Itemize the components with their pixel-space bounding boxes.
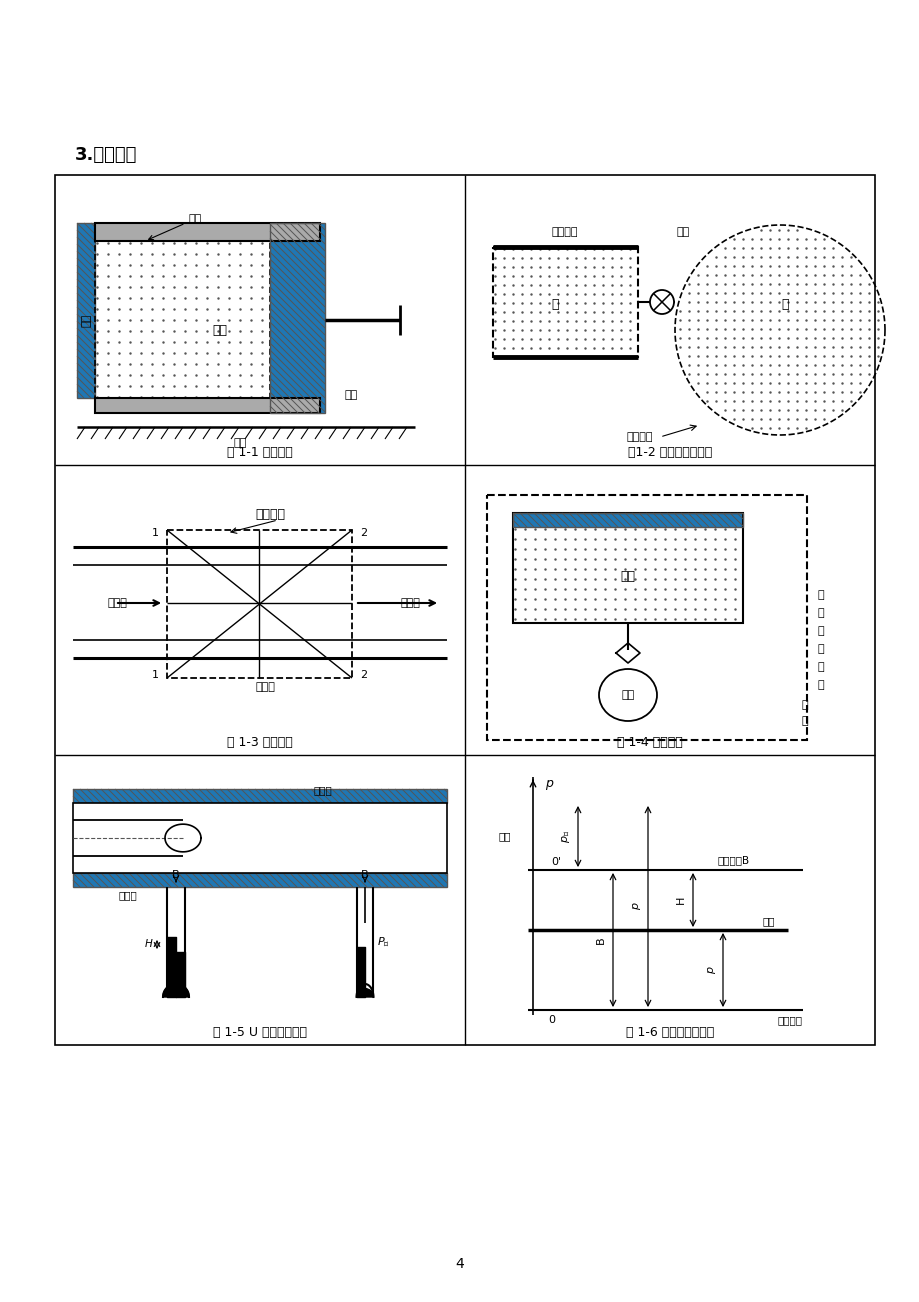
Text: 系: 系 xyxy=(817,626,823,635)
Text: 负压: 负压 xyxy=(762,917,775,926)
Text: 活塞: 活塞 xyxy=(345,391,357,400)
Text: p: p xyxy=(705,966,715,974)
Text: 大气压力B: 大气压力B xyxy=(717,855,749,865)
Text: 图 1-3 开口系统: 图 1-3 开口系统 xyxy=(227,737,292,750)
Text: 绝对真空: 绝对真空 xyxy=(777,1016,802,1025)
Text: $P_{表}$: $P_{表}$ xyxy=(376,935,389,949)
Text: 冷空气: 冷空气 xyxy=(107,598,127,608)
Text: 统: 统 xyxy=(780,298,788,311)
Text: 2: 2 xyxy=(360,529,368,538)
Text: 1: 1 xyxy=(152,671,158,680)
Text: 边: 边 xyxy=(817,661,823,672)
Text: p: p xyxy=(544,776,552,789)
Text: p: p xyxy=(630,902,641,910)
Bar xyxy=(95,398,320,413)
Text: 气缸: 气缸 xyxy=(82,314,92,327)
Text: 热源: 热源 xyxy=(620,690,634,700)
Text: 图 1-1 热力系统: 图 1-1 热力系统 xyxy=(227,447,292,460)
Text: 边界: 边界 xyxy=(149,214,201,240)
Text: 外: 外 xyxy=(800,700,808,710)
Text: 界: 界 xyxy=(817,680,823,690)
Text: 立: 立 xyxy=(817,608,823,618)
Bar xyxy=(73,789,447,803)
Text: 水平: 水平 xyxy=(233,437,246,448)
Text: B: B xyxy=(596,936,606,944)
Bar xyxy=(95,223,320,241)
Bar xyxy=(77,223,95,398)
Text: 出口段: 出口段 xyxy=(313,785,332,796)
Text: 界: 界 xyxy=(800,716,808,727)
Text: 系统: 系统 xyxy=(619,569,635,582)
Text: 正压: 正压 xyxy=(498,831,511,841)
Text: 统: 统 xyxy=(817,644,823,654)
Text: 阀门: 阀门 xyxy=(675,227,689,237)
Text: 真空气缸: 真空气缸 xyxy=(551,227,578,237)
Text: 图 1-4 孤立系统: 图 1-4 孤立系统 xyxy=(617,737,682,750)
Text: 孤: 孤 xyxy=(817,590,823,600)
Bar xyxy=(73,803,447,874)
Text: $p_{表}$: $p_{表}$ xyxy=(560,829,572,842)
Ellipse shape xyxy=(598,669,656,721)
Text: 0': 0' xyxy=(550,857,561,867)
Text: 假想边界: 假想边界 xyxy=(626,432,652,441)
Text: 4: 4 xyxy=(455,1256,464,1271)
Text: B: B xyxy=(172,870,179,880)
Text: B: B xyxy=(361,870,369,880)
Bar xyxy=(55,174,874,1046)
Bar xyxy=(513,513,743,527)
Text: 热空气: 热空气 xyxy=(400,598,419,608)
Text: 3.重要图表: 3.重要图表 xyxy=(75,146,137,164)
Text: H: H xyxy=(145,939,153,949)
Bar xyxy=(269,223,324,413)
Text: 系: 系 xyxy=(550,298,558,311)
Bar xyxy=(73,874,447,887)
Bar xyxy=(77,223,95,398)
Text: 加热器: 加热器 xyxy=(255,682,275,691)
Wedge shape xyxy=(163,984,188,997)
Text: 图 1-5 U 形压力计测压: 图 1-5 U 形压力计测压 xyxy=(213,1026,307,1039)
Wedge shape xyxy=(357,988,373,997)
Text: 控制界面: 控制界面 xyxy=(255,509,285,522)
Bar xyxy=(73,789,447,803)
Bar xyxy=(73,874,447,887)
Text: 0: 0 xyxy=(548,1016,554,1025)
Bar xyxy=(513,513,743,527)
Bar xyxy=(486,495,806,740)
Bar xyxy=(167,530,352,678)
Bar xyxy=(95,241,269,398)
Text: 图1-2 边界可变形系统: 图1-2 边界可变形系统 xyxy=(627,447,711,460)
Bar xyxy=(269,223,324,413)
Text: 2: 2 xyxy=(360,671,368,680)
Text: 1: 1 xyxy=(152,529,158,538)
Text: 入口段: 入口段 xyxy=(119,891,137,900)
Circle shape xyxy=(650,290,674,314)
Bar xyxy=(513,513,743,622)
Bar xyxy=(493,247,637,357)
Text: H: H xyxy=(675,896,686,904)
Text: 图 1-6 各压力间的关系: 图 1-6 各压力间的关系 xyxy=(625,1026,713,1039)
Text: 系统: 系统 xyxy=(212,323,227,336)
